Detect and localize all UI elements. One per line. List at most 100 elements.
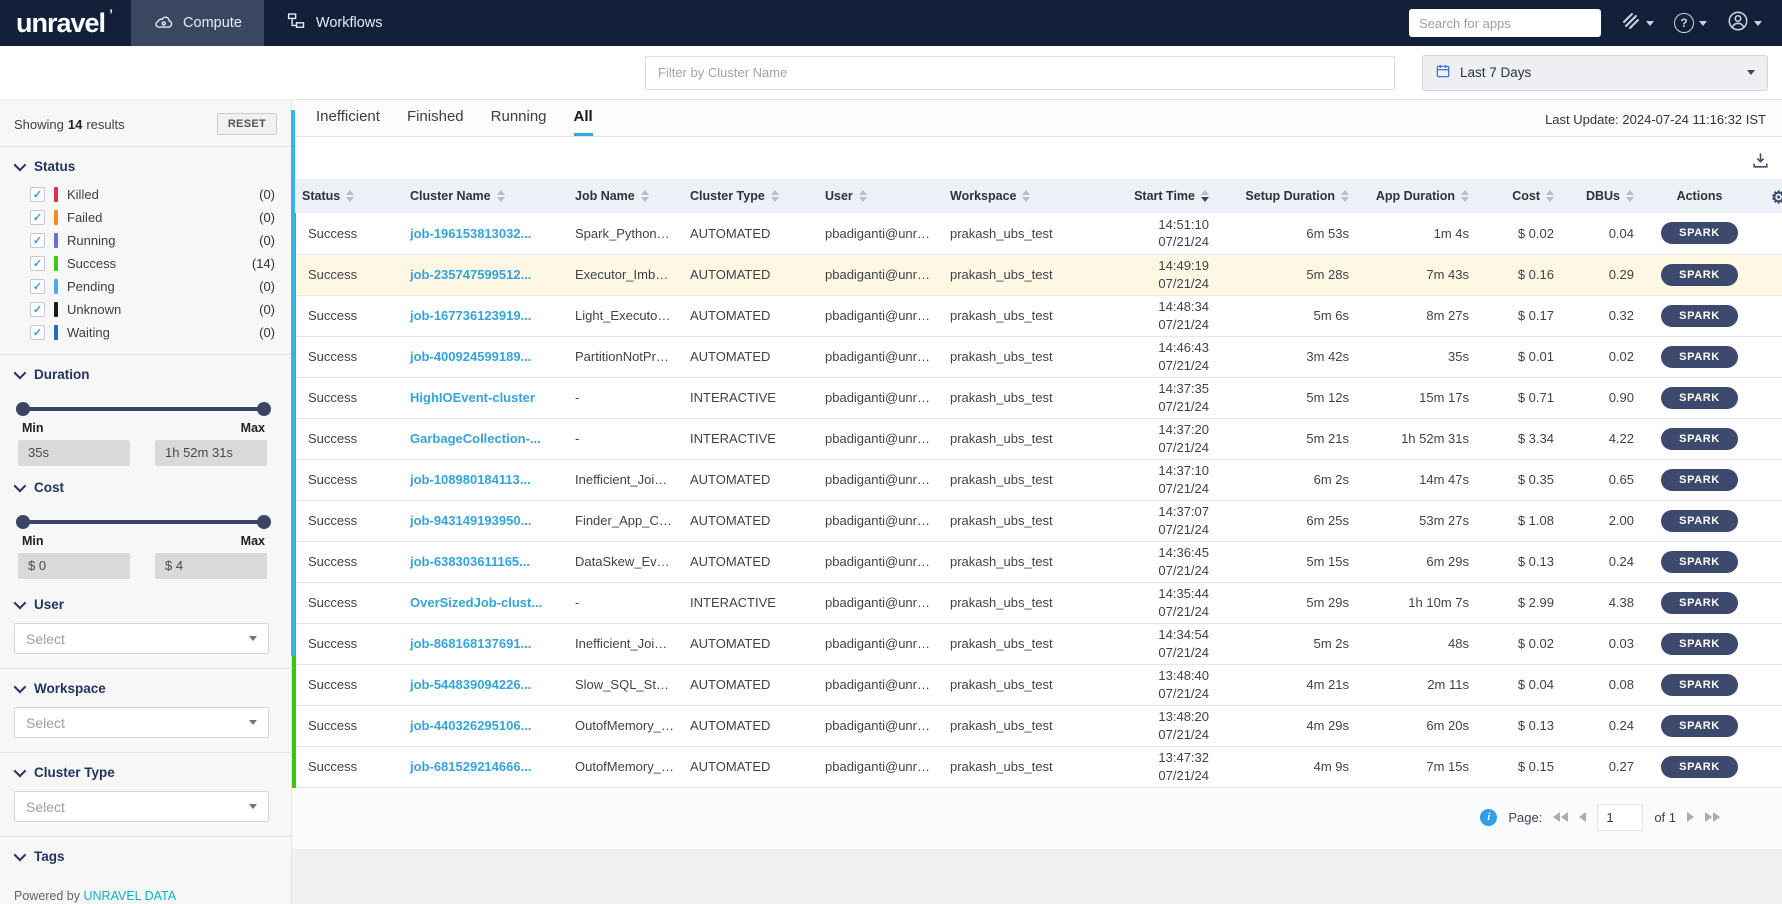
spark-action-button[interactable]: SPARK [1661,551,1738,573]
spark-action-button[interactable]: SPARK [1661,346,1738,368]
column-settings[interactable]: ⚙ [1757,179,1782,213]
status-section-header[interactable]: Status [0,147,291,183]
cluster-name-link[interactable]: job-943149193950... [410,513,531,528]
table-row[interactable]: Success job-681529214666... OutofMemory_… [294,746,1782,787]
cluster-name-link[interactable]: job-235747599512... [410,267,531,282]
duration-section-header[interactable]: Duration [0,355,291,391]
table-row[interactable]: Success job-440326295106... OutofMemory_… [294,705,1782,746]
page-number-input[interactable] [1597,804,1643,831]
column-header-setup-duration[interactable]: Setup Duration [1217,179,1357,213]
download-icon[interactable] [1751,151,1770,175]
status-checkbox[interactable]: ✓ [30,210,45,225]
sort-icon[interactable] [1626,190,1634,202]
user-section-header[interactable]: User [0,585,291,621]
workspace-section-header[interactable]: Workspace [0,669,291,705]
next-page-button[interactable] [1687,812,1694,822]
nav-item-compute[interactable]: Compute [131,0,264,46]
table-row[interactable]: Success job-544839094226... Slow_SQL_Sta… [294,664,1782,705]
table-row[interactable]: Success job-400924599189... PartitionNot… [294,336,1782,377]
table-row[interactable]: Success job-167736123919... Light_Execut… [294,295,1782,336]
table-row[interactable]: Success job-196153813032... Spark_Python… [294,213,1782,254]
previous-page-button[interactable] [1579,812,1586,822]
column-header-start-time[interactable]: Start Time [1092,179,1217,213]
status-checkbox[interactable]: ✓ [30,233,45,248]
cluster-type-section-header[interactable]: Cluster Type [0,753,291,789]
spark-action-button[interactable]: SPARK [1661,633,1738,655]
sort-icon[interactable] [1022,190,1030,202]
cluster-type-select-dropdown[interactable]: Select [14,791,269,822]
tab-all[interactable]: All [574,108,593,136]
spark-action-button[interactable]: SPARK [1661,305,1738,327]
duration-range-slider[interactable] [20,407,267,411]
date-range-dropdown[interactable]: Last 7 Days [1422,55,1768,91]
reset-filters-button[interactable]: RESET [217,113,277,135]
cost-range-slider[interactable] [20,520,267,524]
column-header-actions[interactable]: Actions [1642,179,1757,213]
duration-max-input[interactable]: 1h 52m 31s [155,440,267,466]
tab-running[interactable]: Running [491,108,547,136]
sort-icon[interactable] [771,190,779,202]
spark-action-button[interactable]: SPARK [1661,510,1738,532]
status-checkbox[interactable]: ✓ [30,256,45,271]
sort-icon[interactable] [346,190,354,202]
first-page-button[interactable] [1553,812,1568,822]
duration-min-input[interactable]: 35s [18,440,130,466]
tab-finished[interactable]: Finished [407,108,464,136]
spark-action-button[interactable]: SPARK [1661,222,1738,244]
spark-action-button[interactable]: SPARK [1661,428,1738,450]
cluster-name-link[interactable]: job-544839094226... [410,677,531,692]
table-row[interactable]: Success HighIOEvent-cluster - INTERACTIV… [294,377,1782,418]
tab-inefficient[interactable]: Inefficient [316,108,380,136]
unravel-data-link[interactable]: UNRAVEL DATA [83,889,176,903]
spark-action-button[interactable]: SPARK [1661,674,1738,696]
table-row[interactable]: Success job-638303611165... DataSkew_Eve… [294,541,1782,582]
status-checkbox[interactable]: ✓ [30,325,45,340]
info-icon[interactable]: i [1480,809,1497,826]
cluster-name-link[interactable]: job-196153813032... [410,226,531,241]
cost-slider-max-handle[interactable] [257,515,271,529]
cluster-name-link[interactable]: job-868168137691... [410,636,531,651]
column-header-user[interactable]: User [817,179,942,213]
status-checkbox[interactable]: ✓ [30,187,45,202]
nav-item-workflows[interactable]: Workflows [264,0,405,46]
cluster-name-link[interactable]: job-167736123919... [410,308,531,323]
column-header-job-name[interactable]: Job Name [567,179,682,213]
spark-action-button[interactable]: SPARK [1661,264,1738,286]
sidebar-scrollbar[interactable] [291,110,295,656]
cluster-name-link[interactable]: job-638303611165... [410,554,530,569]
sort-icon[interactable] [1341,190,1349,202]
tags-section-header[interactable]: Tags [0,837,291,873]
status-checkbox[interactable]: ✓ [30,279,45,294]
spark-action-button[interactable]: SPARK [1661,592,1738,614]
table-row[interactable]: Success job-868168137691... Inefficient_… [294,623,1782,664]
profile-menu[interactable] [1727,10,1762,37]
apps-menu[interactable] [1621,11,1654,36]
table-row[interactable]: Success job-943149193950... Finder_App_C… [294,500,1782,541]
cluster-name-link[interactable]: OverSizedJob-clust... [410,595,542,610]
help-menu[interactable]: ? [1674,13,1707,33]
spark-action-button[interactable]: SPARK [1661,756,1738,778]
workspace-select-dropdown[interactable]: Select [14,707,269,738]
status-checkbox[interactable]: ✓ [30,302,45,317]
gear-icon[interactable]: ⚙ [1771,189,1782,206]
column-header-dbus[interactable]: DBUs [1562,179,1642,213]
duration-slider-max-handle[interactable] [257,402,271,416]
column-header-cluster-name[interactable]: Cluster Name [402,179,567,213]
cost-max-input[interactable]: $ 4 [155,553,267,579]
table-row[interactable]: Success OverSizedJob-clust... - INTERACT… [294,582,1782,623]
cluster-name-link[interactable]: HighIOEvent-cluster [410,390,535,405]
cluster-name-link[interactable]: job-440326295106... [410,718,531,733]
table-row[interactable]: Success job-108980184113... Inefficient_… [294,459,1782,500]
table-row[interactable]: Success GarbageCollection-... - INTERACT… [294,418,1782,459]
table-row[interactable]: Success job-235747599512... Executor_Imb… [294,254,1782,295]
last-page-button[interactable] [1705,812,1720,822]
sort-icon[interactable] [859,190,867,202]
sort-icon[interactable] [641,190,649,202]
spark-action-button[interactable]: SPARK [1661,469,1738,491]
sort-icon[interactable] [1201,190,1209,202]
column-header-status[interactable]: Status [294,179,402,213]
sort-icon[interactable] [1546,190,1554,202]
duration-slider-min-handle[interactable] [16,402,30,416]
cost-slider-min-handle[interactable] [16,515,30,529]
user-select-dropdown[interactable]: Select [14,623,269,654]
